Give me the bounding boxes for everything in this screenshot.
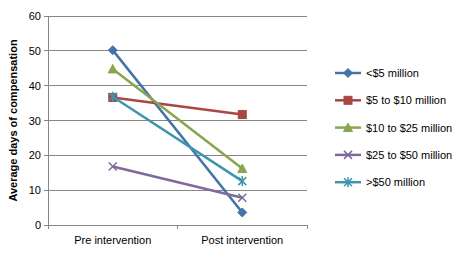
series-line <box>113 98 243 115</box>
legend-entry: $25 to $50 million <box>335 149 452 161</box>
category-label: Post intervention <box>201 234 283 246</box>
legend-marker <box>344 151 352 159</box>
tick-mark <box>44 190 48 191</box>
x-tick <box>307 225 308 229</box>
plot-area <box>108 46 247 217</box>
grid-line <box>48 50 307 51</box>
x-tick <box>177 225 178 229</box>
series-line <box>113 69 243 169</box>
tick-mark <box>44 120 48 121</box>
legend-marker <box>344 96 352 104</box>
data-point <box>238 111 246 119</box>
tick-label: 20 <box>29 149 41 161</box>
data-point <box>238 164 247 173</box>
data-point <box>109 92 117 102</box>
legend-marker <box>344 123 353 132</box>
grid-line <box>48 16 307 17</box>
data-point <box>108 46 117 55</box>
grid-line <box>48 155 307 156</box>
legend-label: $5 to $10 million <box>366 94 446 106</box>
legend-label: $25 to $50 million <box>366 149 452 161</box>
series-line <box>113 97 243 181</box>
data-point <box>238 176 246 186</box>
data-point <box>238 208 247 217</box>
tick-label: 60 <box>29 10 41 22</box>
chart: 0 10 20 30 40 50 60 Pre intervention Post interv… <box>0 0 469 256</box>
data-point <box>238 194 246 202</box>
tick-label: 0 <box>35 219 41 231</box>
tick-mark <box>44 85 48 86</box>
y-axis <box>48 16 49 225</box>
tick-label: 10 <box>29 184 41 196</box>
legend-entry: $10 to $25 million <box>335 122 452 134</box>
legend-label: >$50 million <box>366 176 425 188</box>
series-line <box>113 50 243 212</box>
legend-entry: <$5 million <box>335 67 419 79</box>
x-tick <box>48 225 49 229</box>
legend-entry: >$50 million <box>335 176 425 188</box>
tick-label: 30 <box>29 115 41 127</box>
legend-marker <box>344 177 352 187</box>
data-point <box>109 162 117 170</box>
tick-mark <box>44 50 48 51</box>
tick-mark <box>44 16 48 17</box>
series-line <box>113 166 243 197</box>
tick-mark <box>44 225 48 226</box>
grid-line <box>48 190 307 191</box>
data-point <box>108 64 117 73</box>
tick-label: 50 <box>29 45 41 57</box>
tick-label: 40 <box>29 80 41 92</box>
category-label: Pre intervention <box>74 234 151 246</box>
grid-line <box>48 85 307 86</box>
legend-marker <box>344 69 353 78</box>
legend-label: <$5 million <box>366 67 419 79</box>
chart-container: 0 10 20 30 40 50 60 Pre intervention Post interv… <box>0 0 469 256</box>
y-axis-label: Average days of compensation <box>7 39 19 201</box>
legend-entry: $5 to $10 million <box>335 94 446 106</box>
legend-label: $10 to $25 million <box>366 122 452 134</box>
tick-mark <box>44 155 48 156</box>
